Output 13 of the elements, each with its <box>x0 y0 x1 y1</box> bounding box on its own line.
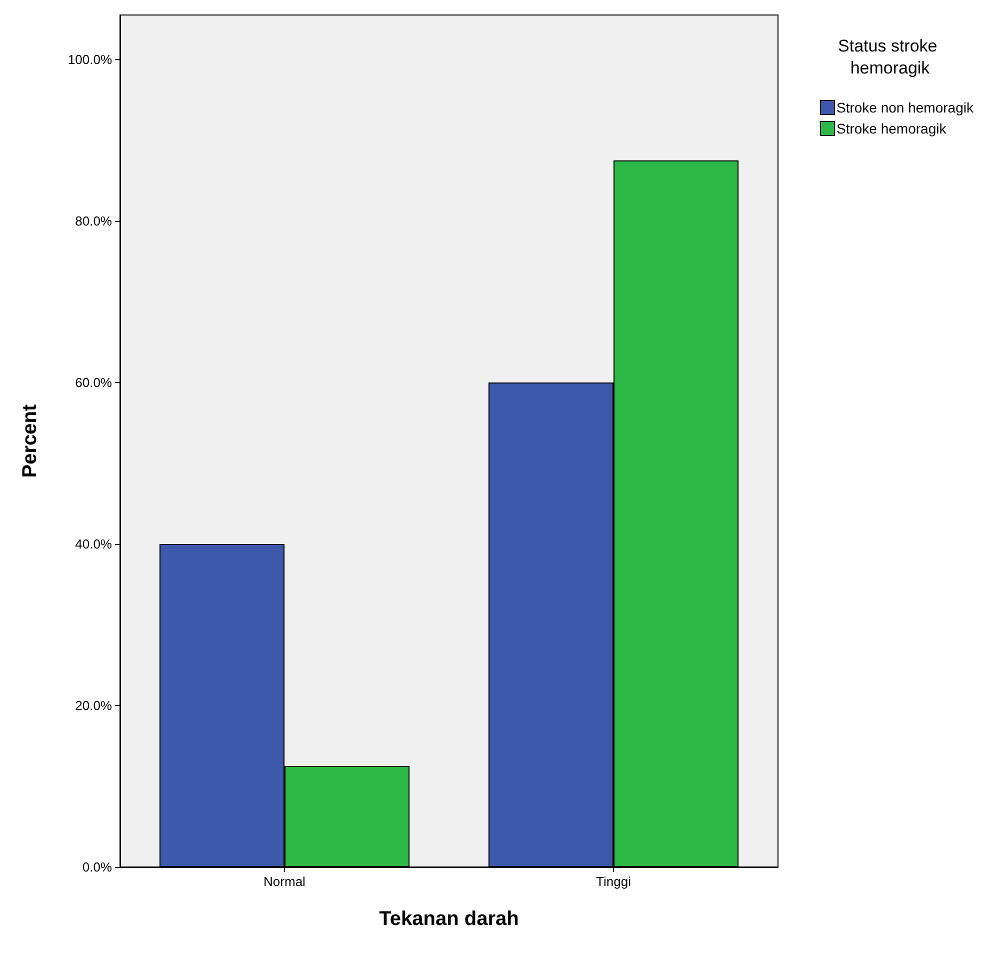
y-tick-label: 60.0% <box>75 374 112 390</box>
legend-label: Stroke hemoragik <box>836 120 948 136</box>
y-tick-label: 100.0% <box>68 52 112 67</box>
x-tick-label: Normal <box>264 874 306 889</box>
y-tick-label: 20.0% <box>75 698 112 713</box>
y-axis-title: Percent <box>19 404 41 478</box>
x-axis-title: Tekanan darah <box>379 908 519 930</box>
y-tick-label: 0.0% <box>82 860 112 874</box>
y-tick-label: 40.0% <box>75 536 112 552</box>
legend-label: Stroke non hemoragik <box>836 100 974 116</box>
x-tick-label: Tinggi <box>596 874 632 889</box>
legend-title: Status stroke hemoragik <box>838 36 942 78</box>
y-tick-label: 80.0% <box>75 213 112 228</box>
